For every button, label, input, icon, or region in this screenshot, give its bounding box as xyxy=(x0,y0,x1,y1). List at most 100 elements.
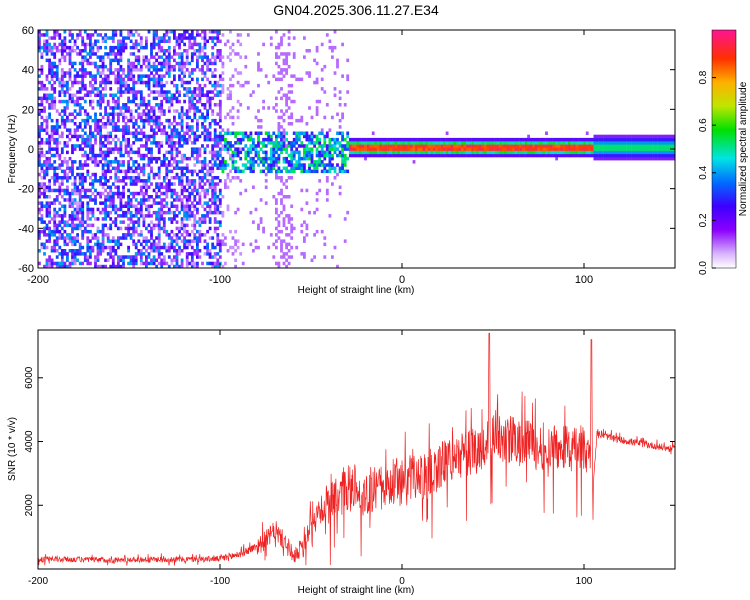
heatmap-cell xyxy=(201,103,204,107)
heatmap-cell xyxy=(117,96,120,101)
heatmap-cell xyxy=(236,52,240,56)
heatmap-cell xyxy=(257,64,260,69)
heatmap-cell xyxy=(101,207,105,212)
heatmap-cell xyxy=(63,156,67,161)
heatmap-cell xyxy=(652,144,655,148)
heatmap-cell xyxy=(420,153,423,158)
heatmap-cell xyxy=(139,128,143,132)
heatmap-cell xyxy=(137,217,141,221)
heatmap-cell xyxy=(647,141,650,145)
heatmap-cell xyxy=(152,137,156,142)
heatmap-cell xyxy=(193,195,197,199)
heatmap-cell xyxy=(83,163,87,167)
heatmap-cell xyxy=(127,169,130,174)
heatmap-cell xyxy=(175,226,179,231)
heatmap-cell xyxy=(111,112,115,116)
heatmap-cell xyxy=(76,96,79,101)
heatmap-cell xyxy=(45,239,49,243)
heatmap-cell xyxy=(104,45,107,50)
heatmap-cell xyxy=(185,125,189,129)
heatmap-cell xyxy=(303,131,306,135)
heatmap-cell xyxy=(58,80,62,85)
heatmap-cell xyxy=(231,236,235,240)
heatmap-cell xyxy=(55,210,59,215)
heatmap-cell xyxy=(63,49,67,53)
heatmap-cell xyxy=(613,147,617,151)
heatmap-cell xyxy=(226,144,230,148)
heatmap-cell xyxy=(117,61,120,66)
heatmap-cell xyxy=(155,214,158,218)
heatmap-cell xyxy=(150,118,153,123)
heatmap-cell xyxy=(193,163,197,167)
heatmap-cell xyxy=(178,33,181,37)
heatmap-cell xyxy=(328,150,332,155)
heatmap-cell xyxy=(94,30,97,34)
heatmap-cell xyxy=(422,141,426,145)
heatmap-cell xyxy=(50,249,54,253)
heatmap-cell xyxy=(127,261,130,266)
heatmap-cell xyxy=(124,115,128,120)
heatmap-cell xyxy=(53,210,57,215)
heatmap-cell xyxy=(252,169,255,174)
heatmap-cell xyxy=(63,93,67,97)
heatmap-cell xyxy=(63,214,67,218)
heatmap-cell xyxy=(38,125,41,129)
heatmap-cell xyxy=(404,153,408,158)
heatmap-cell xyxy=(38,229,41,234)
heatmap-cell xyxy=(201,233,204,237)
heatmap-cell xyxy=(216,220,220,224)
heatmap-cell xyxy=(66,160,69,164)
heatmap-cell xyxy=(55,150,59,155)
heatmap-cell xyxy=(43,176,46,180)
heatmap-cell xyxy=(272,106,276,110)
heatmap-cell xyxy=(86,144,90,148)
heatmap-cell xyxy=(165,131,169,135)
heatmap-cell xyxy=(180,220,184,224)
heatmap-cell xyxy=(55,176,59,180)
heatmap-cell xyxy=(206,58,209,63)
heatmap-cell xyxy=(78,195,82,199)
heatmap-cell xyxy=(198,134,202,139)
heatmap-cell xyxy=(119,147,123,151)
heatmap-cell xyxy=(104,134,107,139)
heatmap-cell xyxy=(170,144,174,148)
heatmap-cell xyxy=(68,249,72,253)
heatmap-cell xyxy=(68,87,72,91)
heatmap-cell xyxy=(463,141,467,145)
heatmap-cell xyxy=(203,83,207,88)
heatmap-cell xyxy=(50,36,54,40)
heatmap-cell xyxy=(522,153,525,158)
heatmap-cell xyxy=(132,134,136,139)
heatmap-cell xyxy=(478,147,482,151)
heatmap-cell xyxy=(106,36,110,40)
heatmap-cell xyxy=(111,245,115,250)
heatmap-cell xyxy=(211,179,215,183)
heatmap-cell xyxy=(229,96,232,101)
heatmap-cell xyxy=(76,185,79,189)
heatmap-cell xyxy=(185,131,189,135)
heatmap-cell xyxy=(239,55,243,59)
heatmap-cell xyxy=(285,150,288,155)
heatmap-cell xyxy=(308,210,311,215)
heatmap-cell xyxy=(410,137,413,142)
heatmap-cell xyxy=(211,191,215,196)
heatmap-cell xyxy=(206,144,209,148)
heatmap-cell xyxy=(91,33,95,37)
heatmap-cell xyxy=(545,141,548,145)
heatmap-cell xyxy=(175,207,179,212)
heatmap-cell xyxy=(81,137,85,142)
heatmap-cell xyxy=(208,179,212,183)
heatmap-cell xyxy=(476,153,480,158)
heatmap-cell xyxy=(73,261,77,266)
heatmap-cell xyxy=(213,74,217,78)
heatmap-cell xyxy=(534,147,538,151)
heatmap-cell xyxy=(399,147,403,151)
heatmap-cell xyxy=(402,144,406,148)
heatmap-cell xyxy=(290,74,294,78)
heatmap-cell xyxy=(45,87,49,91)
heatmap-cell xyxy=(269,150,273,155)
heatmap-cell xyxy=(420,150,423,155)
heatmap-cell xyxy=(94,115,97,120)
heatmap-cell xyxy=(555,156,558,161)
heatmap-cell xyxy=(58,166,62,170)
